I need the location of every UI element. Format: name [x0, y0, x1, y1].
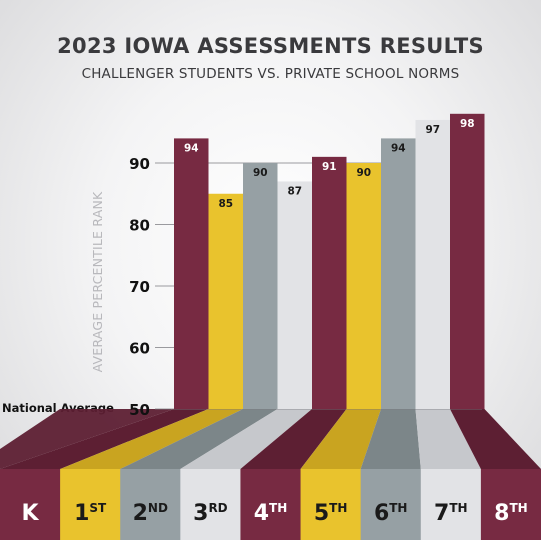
grade-label-1: 1ST: [74, 501, 107, 526]
value-label-5: 90: [356, 167, 371, 179]
grade-label-8: 8TH: [494, 501, 528, 526]
grade-label-2: 2ND: [133, 501, 168, 526]
floor-ribbon-3: [180, 409, 312, 469]
grade-strip-8: [480, 469, 541, 540]
grade-strip-6: [360, 469, 422, 540]
chart-subtitle: CHALLENGER STUDENTS VS. PRIVATE SCHOOL N…: [81, 66, 460, 82]
floor-ribbon-8: [450, 409, 541, 469]
grade-strip-1: [60, 469, 121, 540]
grade-strip-4: [240, 469, 302, 540]
floor-ribbon-6: [360, 409, 421, 469]
bar-1: [208, 193, 243, 409]
y-tick-70: 70: [129, 278, 150, 296]
bar-0: [174, 138, 209, 409]
value-labels: 94 85 90 87 91 90 94 97 98: [184, 118, 475, 210]
bar-2: [243, 163, 278, 409]
floor-ribbons: [0, 409, 541, 540]
grade-label-5: 5TH: [314, 501, 348, 526]
national-average-ribbon: [0, 409, 174, 469]
grade-strip-5: [300, 469, 362, 540]
grade-label-4: 4TH: [254, 501, 288, 526]
value-label-6: 94: [391, 142, 406, 154]
y-tick-60: 60: [129, 340, 150, 358]
value-label-7: 97: [425, 124, 440, 136]
floor-ribbon-0: [0, 409, 209, 469]
y-tick-labels: 50 60 70 80 90: [129, 155, 150, 419]
floor-ribbon-5: [300, 409, 381, 469]
value-label-3: 87: [287, 185, 302, 197]
y-tick-90: 90: [129, 155, 150, 173]
chart-title: 2023 IOWA ASSESSMENTS RESULTS: [57, 34, 484, 58]
value-label-1: 85: [218, 198, 233, 210]
grade-label-3: 3RD: [193, 501, 228, 526]
bar-4: [312, 156, 347, 409]
floor-ribbon-2: [120, 409, 278, 469]
grade-strip-2: [120, 469, 181, 540]
floor-ribbon-4: [240, 409, 347, 469]
grade-label-6: 6TH: [374, 501, 408, 526]
bar-8: [450, 113, 485, 410]
value-label-8: 98: [460, 118, 475, 130]
bars: [174, 113, 485, 410]
grade-labels: K 1ST 2ND 3RD 4TH 5TH 6TH 7TH 8TH: [22, 501, 528, 526]
value-label-0: 94: [184, 142, 199, 154]
floor-ribbon-1: [60, 409, 243, 469]
grade-strip-0: [0, 469, 61, 540]
grade-label-7: 7TH: [434, 501, 468, 526]
value-label-4: 91: [322, 161, 337, 173]
bar-5: [346, 163, 381, 409]
bar-7: [415, 119, 450, 409]
grade-strip-3: [180, 469, 241, 540]
grade-label-0: K: [22, 501, 40, 526]
bar-6: [381, 138, 416, 409]
y-tick-80: 80: [129, 217, 150, 235]
y-tick-50: 50: [129, 401, 150, 419]
grade-strip-7: [420, 469, 482, 540]
floor-ribbon-7: [415, 409, 481, 469]
bar-3: [277, 181, 312, 409]
value-label-2: 90: [253, 167, 268, 179]
